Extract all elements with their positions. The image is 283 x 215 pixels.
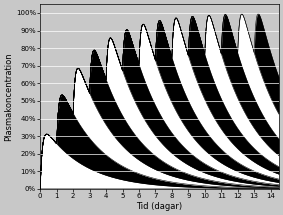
Y-axis label: Plasmakoncentration: Plasmakoncentration bbox=[4, 52, 13, 141]
X-axis label: Tid (dagar): Tid (dagar) bbox=[136, 202, 183, 211]
